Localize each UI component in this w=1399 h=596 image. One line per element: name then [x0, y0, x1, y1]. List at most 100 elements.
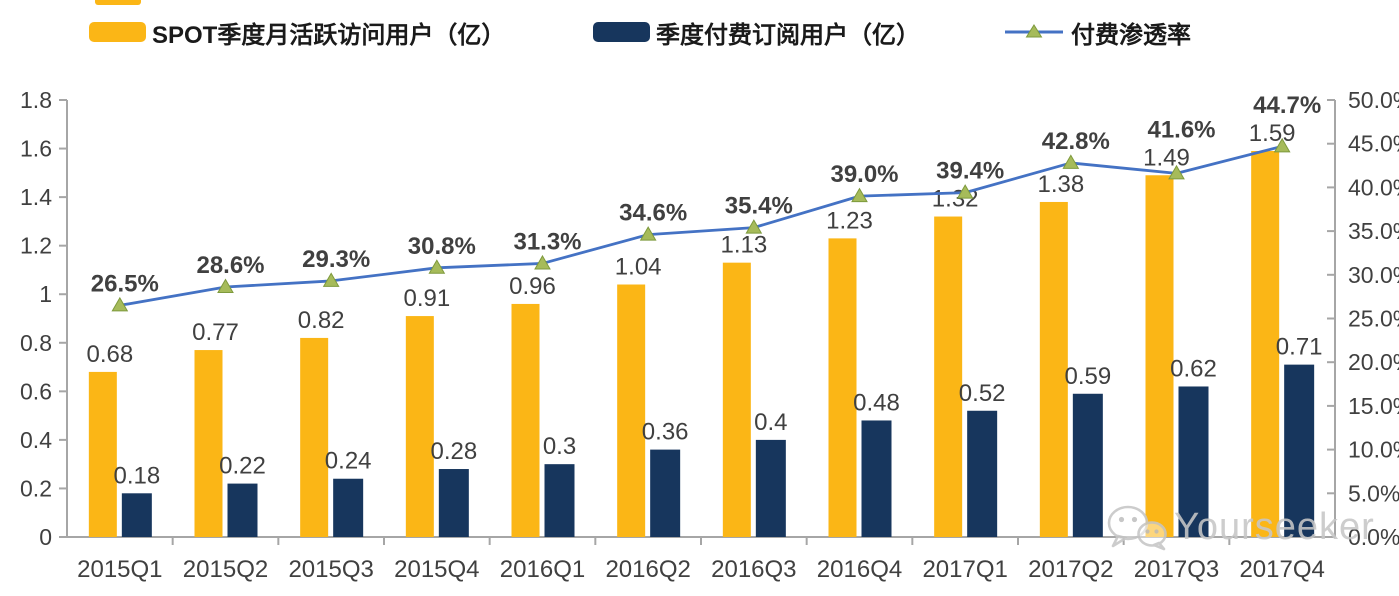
subs-bar [1072, 393, 1103, 537]
penetration-marker-icon [1168, 164, 1185, 180]
left-axis-tick-label: 0.8 [20, 330, 52, 356]
subs-value-label: 0.4 [754, 409, 787, 436]
subs-value-label: 0.36 [642, 419, 689, 446]
subs-value-label: 0.59 [1064, 363, 1111, 390]
right-axis-tick-label: 45.0% [1348, 131, 1399, 157]
mau-bar [511, 303, 540, 537]
left-axis-tick-label: 1 [39, 281, 52, 307]
subs-bar [1284, 364, 1315, 537]
left-axis-tick-label: 1.4 [20, 184, 52, 210]
penetration-pct-label: 31.3% [513, 228, 581, 255]
penetration-marker-icon [534, 254, 551, 270]
penetration-pct-label: 42.8% [1042, 128, 1110, 155]
right-axis-tick-label: 25.0% [1348, 306, 1399, 332]
penetration-pct-label: 44.7% [1253, 92, 1321, 119]
mau-bar [1251, 150, 1280, 537]
penetration-marker-icon [851, 187, 868, 203]
legend-label: 季度付费订阅用户（亿） [656, 21, 920, 49]
legend-item-0: SPOT季度月活跃访问用户（亿） [89, 18, 505, 49]
legend-item-1: 季度付费订阅用户（亿） [593, 18, 920, 49]
subs-value-label: 0.22 [219, 453, 266, 480]
subs-value-label: 0.52 [959, 380, 1006, 407]
top-edge-artifact [95, 0, 141, 5]
left-axis-tick-label: 0.2 [20, 475, 52, 501]
right-axis-tick-label: 15.0% [1348, 393, 1399, 419]
subs-value-label: 0.71 [1276, 334, 1323, 361]
penetration-marker-icon [745, 219, 763, 234]
mau-bar [194, 350, 223, 537]
x-axis-category-label: 2015Q3 [288, 556, 373, 583]
mau-bar [1145, 175, 1174, 537]
subs-bar [333, 478, 364, 537]
subs-bar [227, 483, 258, 537]
penetration-pct-label: 28.6% [196, 252, 264, 279]
penetration-marker-icon [428, 259, 446, 274]
penetration-pct-label: 30.8% [408, 233, 476, 260]
x-axis-category-label: 2016Q1 [500, 556, 585, 583]
mau-value-label: 1.59 [1249, 120, 1296, 147]
x-axis-category-label: 2016Q4 [817, 556, 902, 583]
mau-value-label: 1.49 [1143, 144, 1190, 171]
right-axis-tick-label: 10.0% [1348, 437, 1399, 463]
x-axis-category-label: 2017Q4 [1239, 556, 1324, 583]
penetration-pct-label: 41.6% [1147, 116, 1215, 143]
left-axis-tick-label: 1.6 [20, 136, 52, 162]
mau-value-label: 0.68 [86, 341, 133, 368]
legend-label: 付费渗透率 [1071, 21, 1191, 49]
subs-value-label: 0.48 [853, 389, 900, 416]
legend-item-2: 付费渗透率 [1005, 18, 1191, 49]
legend-line-marker-icon [1005, 24, 1063, 38]
left-axis-tick-label: 0.6 [20, 378, 52, 404]
mau-value-label: 1.38 [1037, 171, 1084, 198]
penetration-pct-label: 39.4% [936, 158, 1004, 185]
x-axis-category-label: 2016Q2 [605, 556, 690, 583]
x-axis-category-label: 2017Q1 [922, 556, 1007, 583]
watermark: Yourseeker [1106, 503, 1375, 551]
subs-value-label: 0.62 [1170, 355, 1217, 382]
chart-legend: SPOT季度月活跃访问用户（亿） 季度付费订阅用户（亿） 付费渗透率 [0, 0, 1399, 60]
mau-bar [722, 262, 751, 537]
subs-bar [544, 464, 575, 537]
left-axis-tick-label: 0 [39, 524, 52, 550]
left-axis-tick-label: 1.8 [20, 87, 52, 113]
legend-swatch-icon [89, 22, 146, 42]
right-axis-tick-label: 20.0% [1348, 349, 1399, 375]
penetration-pct-label: 26.5% [91, 270, 159, 297]
mau-value-label: 0.91 [403, 285, 450, 312]
penetration-marker-icon [639, 226, 657, 241]
subs-value-label: 0.3 [543, 433, 576, 460]
subs-bar [861, 420, 892, 537]
penetration-pct-label: 34.6% [619, 200, 687, 227]
penetration-marker-icon [111, 296, 129, 312]
mau-bar [300, 337, 329, 537]
mau-bar [828, 238, 857, 537]
wechat-icon [1107, 505, 1167, 551]
penetration-marker-icon [956, 184, 974, 199]
x-axis-category-label: 2017Q2 [1028, 556, 1113, 583]
subs-bar [967, 410, 998, 537]
penetration-marker-icon [1062, 154, 1080, 169]
x-axis-category-label: 2015Q2 [183, 556, 268, 583]
mau-value-label: 0.96 [509, 273, 556, 300]
penetration-marker-icon [217, 278, 234, 294]
subs-value-label: 0.18 [113, 462, 160, 489]
watermark-text: Yourseeker [1174, 505, 1375, 548]
mau-value-label: 0.77 [192, 319, 239, 346]
right-axis-tick-label: 50.0% [1348, 87, 1399, 113]
subs-bar [1178, 386, 1209, 537]
mau-bar [1039, 201, 1068, 537]
x-axis-category-label: 2015Q4 [394, 556, 479, 583]
mau-value-label: 1.13 [720, 232, 767, 259]
penetration-pct-label: 29.3% [302, 246, 370, 273]
penetration-line [119, 144, 1283, 307]
mau-value-label: 1.04 [615, 254, 662, 281]
subs-bar [438, 469, 469, 537]
right-axis-tick-label: 35.0% [1348, 218, 1399, 244]
subs-bar [755, 439, 786, 537]
left-axis-tick-label: 0.4 [20, 427, 52, 453]
subs-bar [650, 449, 681, 537]
mau-value-label: 1.23 [826, 207, 873, 234]
right-axis-tick-label: 5.0% [1348, 480, 1399, 506]
